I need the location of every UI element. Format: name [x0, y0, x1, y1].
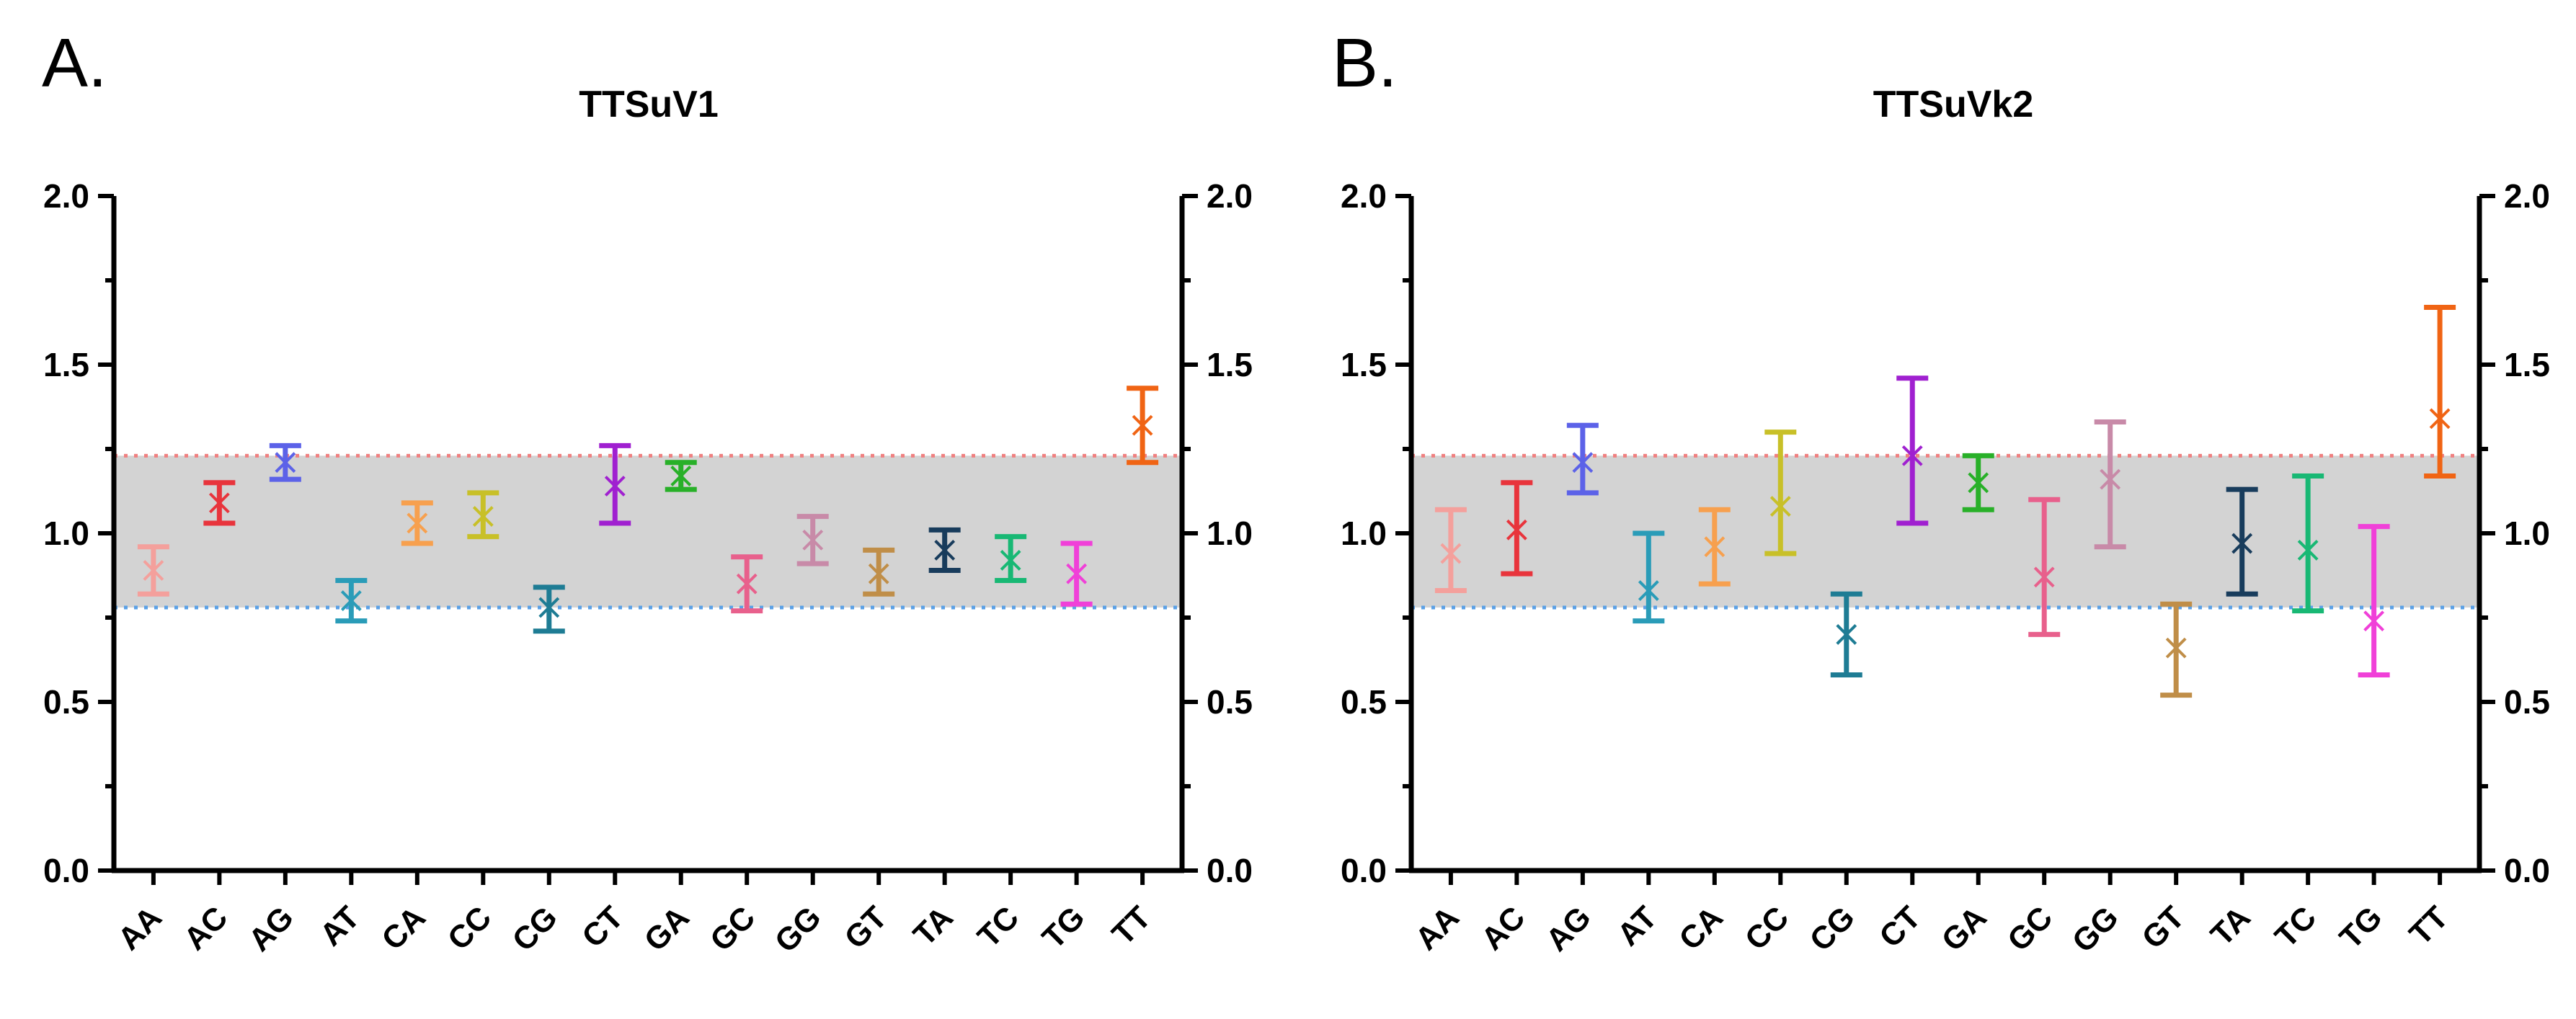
- data-point-AG: [275, 451, 296, 474]
- data-point-TG: [1066, 562, 1088, 585]
- x-tick-label: AC: [177, 899, 235, 957]
- x-tick-label: CT: [575, 899, 630, 954]
- x-tick-label: AC: [1475, 899, 1532, 957]
- x-tick-label: AA: [1408, 899, 1466, 957]
- x-tick-label: GC: [2001, 899, 2059, 958]
- x-tick-label: GC: [703, 899, 762, 958]
- data-point-CA: [1704, 535, 1726, 559]
- data-point-AA: [143, 559, 164, 582]
- data-point-CT: [604, 474, 626, 498]
- x-tick-label: TT: [2403, 899, 2456, 952]
- y-tick-label-left: 0.0: [1341, 852, 1387, 889]
- x-tick-label: AT: [1611, 899, 1664, 953]
- data-point-CA: [407, 512, 428, 535]
- panel-a: A. TTSuV1 0.0 0.0 0.5 0.5 1.0 1.0 1.5 1.5 2.0 2.0…: [42, 25, 1253, 959]
- data-point-TG: [2363, 610, 2385, 633]
- x-tick-label: CC: [441, 899, 499, 957]
- x-tick-label: TC: [971, 899, 1026, 954]
- data-point-AC: [1506, 518, 1527, 541]
- data-point-AA: [1440, 542, 1462, 565]
- y-tick-label-right: 1.5: [2504, 346, 2550, 383]
- x-tick-label: TA: [907, 899, 960, 953]
- y-tick-label-left: 1.0: [43, 515, 89, 552]
- data-point-CC: [472, 505, 494, 528]
- plot-area-b: 0.0 0.0 0.5 0.5 1.0 1.0 1.5 1.5 2.0 2.0 AA AC AG AT CA…: [1341, 177, 2550, 959]
- y-tick-label-left: 1.5: [1341, 346, 1387, 383]
- data-point-CG: [1836, 623, 1857, 646]
- data-point-TC: [1000, 548, 1021, 572]
- y-tick-label-left: 0.5: [1341, 683, 1387, 721]
- x-tick-label: CA: [375, 899, 432, 957]
- panel-letter-b: B.: [1332, 25, 1398, 102]
- x-tick-label: AT: [314, 899, 367, 953]
- y-tick-label-left: 0.0: [43, 852, 89, 889]
- y-tick-label-left: 1.0: [1341, 515, 1387, 552]
- data-point-GA: [1968, 471, 1989, 494]
- y-tick-label-right: 0.5: [1207, 683, 1253, 721]
- chart-title-a: TTSuV1: [579, 84, 719, 125]
- reference-band: [1411, 455, 2479, 608]
- data-point-GT: [868, 562, 889, 585]
- data-point-TA: [934, 538, 956, 561]
- x-tick-label: GG: [768, 899, 828, 959]
- x-tick-label: TA: [2204, 899, 2257, 953]
- data-point-TC: [2297, 538, 2319, 561]
- x-tick-label: GA: [1935, 899, 1993, 958]
- x-tick-label: TT: [1106, 899, 1158, 952]
- x-tick-label: GA: [637, 899, 696, 958]
- x-tick-label: GT: [2135, 899, 2191, 956]
- data-point-GT: [2165, 636, 2187, 659]
- y-tick-label-left: 0.5: [43, 683, 89, 721]
- y-tick-label-right: 2.0: [1207, 177, 1253, 215]
- panel-b: B. TTSuVk2 0.0 0.0 0.5 0.5 1.0 1.0 1.5 1.5 2.0 2.…: [1332, 25, 2550, 959]
- x-tick-label: CC: [1738, 899, 1796, 957]
- y-tick-label-left: 2.0: [1341, 177, 1387, 215]
- x-tick-label: TG: [2333, 899, 2389, 956]
- y-tick-label-right: 2.0: [2504, 177, 2550, 215]
- data-point-GC: [2033, 566, 2055, 589]
- data-point-AC: [208, 491, 230, 515]
- x-tick-label: TC: [2268, 899, 2323, 954]
- data-point-GC: [736, 572, 758, 595]
- data-point-AT: [340, 589, 362, 613]
- data-point-CT: [1901, 444, 1923, 467]
- x-tick-label: GT: [838, 899, 894, 956]
- data-point-AT: [1638, 579, 1659, 602]
- y-tick-label-left: 1.5: [43, 346, 89, 383]
- y-tick-label-right: 1.5: [1207, 346, 1253, 383]
- x-tick-label: AG: [242, 899, 301, 958]
- data-point-TA: [2231, 532, 2253, 555]
- data-point-GG: [2100, 468, 2121, 491]
- data-point-AG: [1572, 451, 1594, 474]
- x-tick-label: CG: [1803, 899, 1862, 958]
- y-tick-label-left: 2.0: [43, 177, 89, 215]
- panel-letter-a: A.: [42, 25, 107, 102]
- chart-title-b: TTSuVk2: [1873, 84, 2034, 125]
- x-tick-label: CT: [1873, 899, 1927, 954]
- y-tick-label-right: 1.0: [2504, 515, 2550, 552]
- data-point-TT: [1132, 414, 1153, 437]
- data-point-GG: [802, 528, 824, 551]
- plot-area-a: 0.0 0.0 0.5 0.5 1.0 1.0 1.5 1.5 2.0 2.0 AA AC AG AT CA…: [43, 177, 1253, 959]
- y-tick-label-right: 0.0: [1207, 852, 1253, 889]
- x-tick-label: CG: [506, 899, 564, 958]
- x-tick-label: TG: [1036, 899, 1092, 956]
- x-tick-label: GG: [2066, 899, 2126, 959]
- x-tick-label: AA: [111, 899, 169, 957]
- y-tick-label-right: 0.0: [2504, 852, 2550, 889]
- data-point-TT: [2429, 407, 2451, 430]
- x-tick-label: AG: [1540, 899, 1598, 958]
- data-point-CG: [538, 596, 560, 619]
- data-point-CC: [1769, 494, 1791, 518]
- x-tick-label: CA: [1672, 899, 1730, 957]
- data-point-GA: [670, 464, 692, 488]
- y-tick-label-right: 1.0: [1207, 515, 1253, 552]
- y-tick-label-right: 0.5: [2504, 683, 2550, 721]
